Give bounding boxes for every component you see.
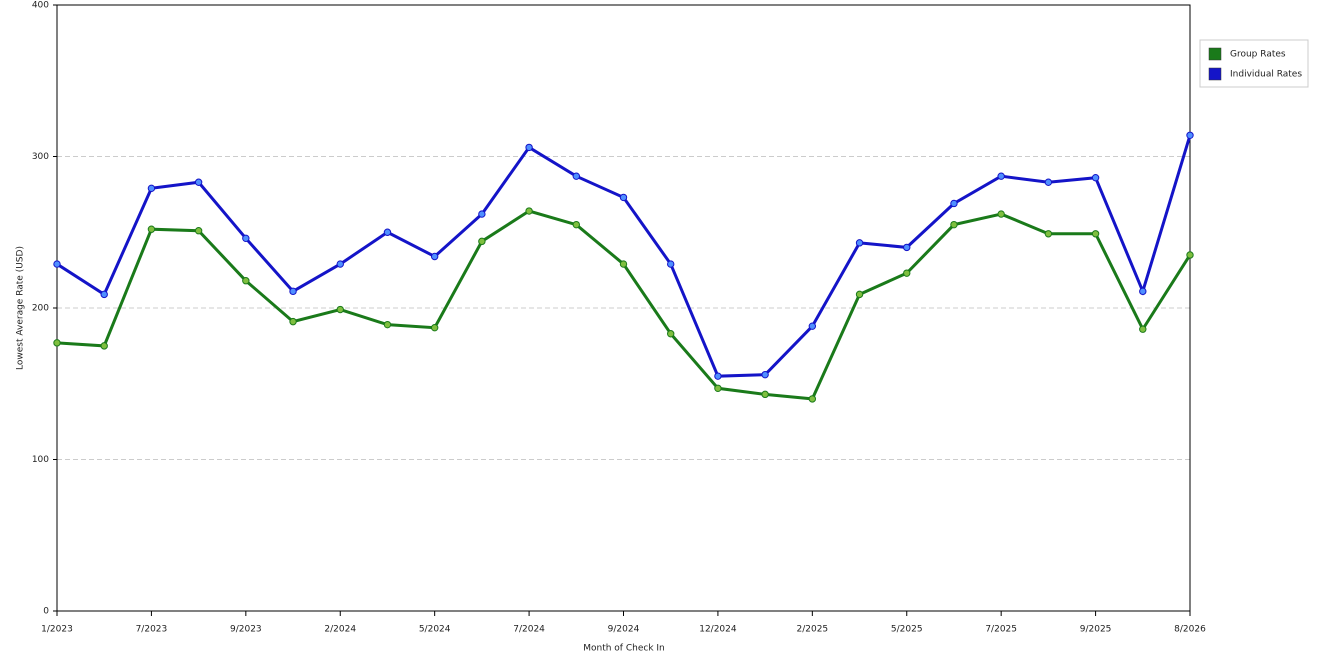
data-point [194, 178, 203, 186]
data-point [242, 277, 250, 285]
data-point [336, 305, 344, 314]
x-tick-label: 7/2024 [513, 625, 545, 635]
data-point [903, 243, 911, 252]
data-point [572, 220, 580, 229]
y-tick-label: 0 [43, 607, 49, 617]
data-point [147, 184, 156, 193]
data-point [808, 395, 817, 403]
data-point [997, 210, 1005, 218]
x-tick-label: 1/2023 [41, 625, 73, 635]
data-point [430, 252, 439, 261]
data-point [1044, 178, 1053, 186]
legend-swatch [1208, 67, 1222, 81]
data-point [667, 260, 675, 268]
y-tick-label: 100 [32, 455, 49, 465]
data-point [383, 228, 392, 236]
x-tick-label: 2/2024 [324, 625, 356, 635]
data-point [383, 320, 392, 329]
data-point [53, 260, 61, 268]
data-point [525, 207, 533, 215]
data-point [1139, 325, 1147, 333]
data-point [1091, 174, 1100, 182]
x-tick-label: 9/2024 [608, 625, 640, 635]
x-tick-label: 9/2023 [230, 625, 262, 635]
data-point [430, 323, 439, 332]
data-point [572, 172, 580, 180]
data-point [761, 390, 769, 399]
series-line [56, 209, 1192, 401]
data-point [950, 199, 958, 208]
data-point [950, 220, 958, 229]
data-point [1139, 287, 1147, 296]
x-tick-label: 5/2025 [891, 625, 923, 635]
data-point [619, 193, 628, 202]
x-tick-label: 2/2025 [796, 625, 828, 635]
x-tick-label: 12/2024 [699, 625, 737, 635]
data-point [903, 269, 911, 277]
y-tick-label: 200 [32, 304, 49, 314]
x-tick-label: 5/2024 [419, 625, 451, 635]
data-point [1044, 230, 1053, 238]
data-point [525, 143, 533, 152]
data-point [194, 227, 203, 235]
data-point [997, 172, 1005, 180]
x-tick-label: 9/2025 [1080, 625, 1112, 635]
data-point [714, 372, 722, 380]
y-tick-label: 400 [32, 1, 49, 11]
legend-swatch [1208, 47, 1222, 61]
data-point [336, 260, 344, 268]
data-point [1186, 251, 1194, 259]
data-point [478, 237, 486, 246]
x-axis-label: Month of Check In [583, 644, 665, 654]
series-line [56, 134, 1192, 378]
x-tick-label: 7/2023 [136, 625, 168, 635]
x-tick-label: 8/2026 [1174, 625, 1206, 635]
legend-label: Group Rates [1230, 50, 1286, 60]
data-point [53, 339, 61, 347]
data-point [1091, 230, 1100, 238]
y-tick-label: 300 [32, 152, 49, 162]
data-point [855, 290, 864, 299]
data-point [619, 260, 628, 268]
data-point [242, 234, 250, 243]
x-tick-label: 7/2025 [985, 625, 1017, 635]
data-point [761, 370, 769, 379]
data-point [100, 290, 108, 299]
data-point [478, 210, 486, 218]
data-point [1186, 131, 1194, 139]
data-point [289, 317, 297, 326]
data-point [289, 287, 297, 296]
data-point [855, 239, 864, 247]
data-point [147, 225, 156, 233]
data-point [100, 342, 108, 350]
legend-label: Individual Rates [1230, 70, 1302, 80]
data-point [808, 322, 817, 330]
data-point [714, 384, 722, 392]
data-point [667, 330, 675, 338]
y-axis-label: Lowest Average Rate (USD) [16, 246, 26, 370]
